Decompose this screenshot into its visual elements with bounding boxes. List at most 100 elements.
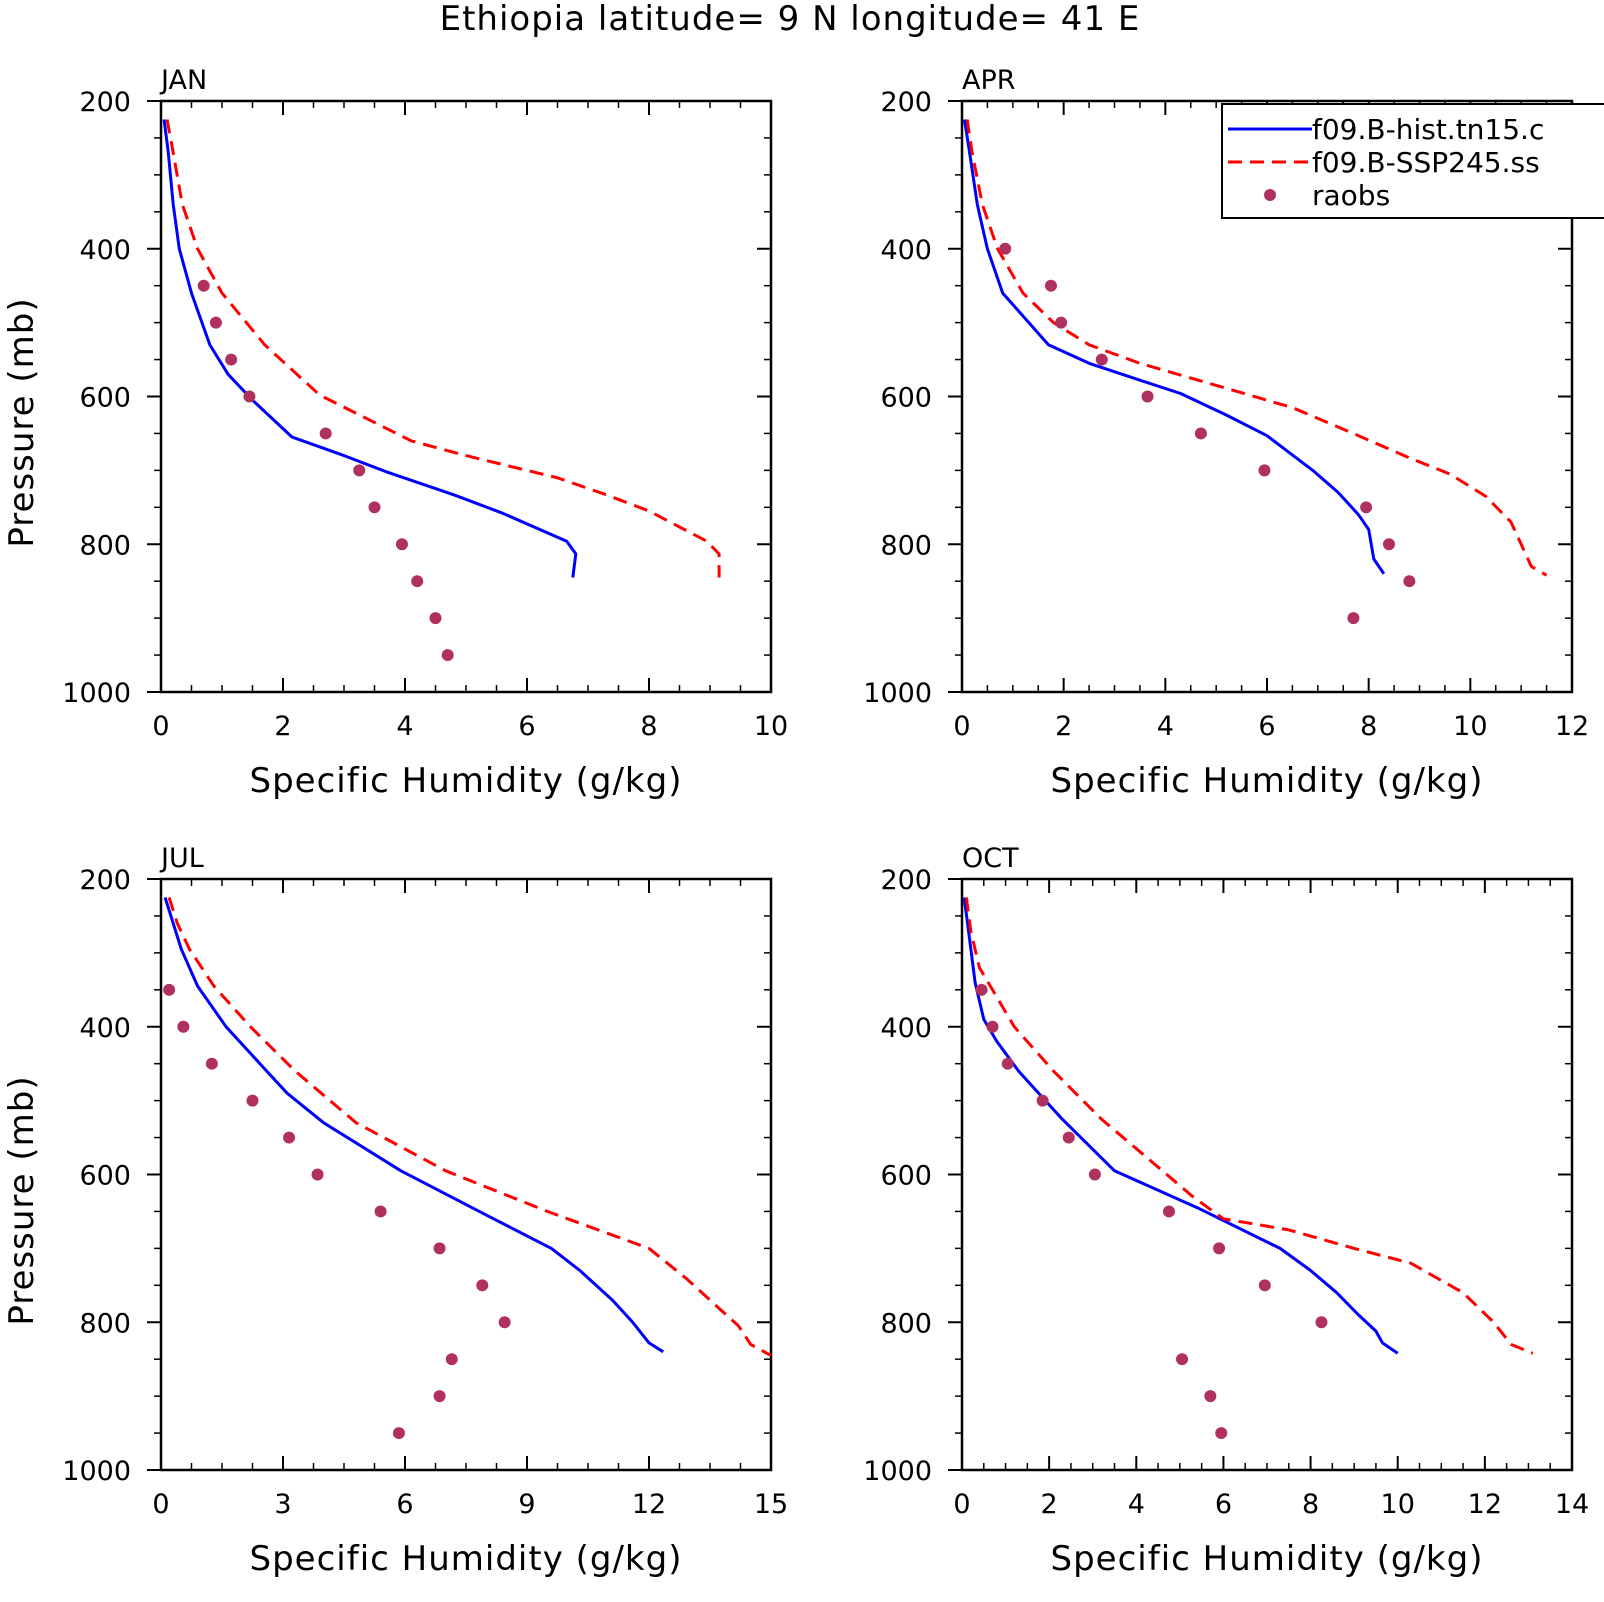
y-tick-label: 1000 xyxy=(863,678,932,709)
raobs-point xyxy=(1088,1168,1101,1181)
raobs-point xyxy=(1176,1353,1189,1366)
x-tick-label: 15 xyxy=(754,1489,788,1520)
raobs-point xyxy=(411,575,424,588)
y-tick-label: 400 xyxy=(880,235,932,266)
x-axis-label: Specific Humidity (g/kg) xyxy=(1051,761,1484,801)
y-tick-label: 400 xyxy=(79,235,131,266)
raobs-point xyxy=(353,464,366,477)
ssp245-line xyxy=(964,897,1534,1355)
panel-title: OCT xyxy=(962,843,1019,874)
y-tick-label: 200 xyxy=(79,87,131,118)
panel-title: JAN xyxy=(159,65,207,96)
y-tick-label: 400 xyxy=(79,1013,131,1044)
x-tick-label: 8 xyxy=(1360,711,1377,742)
x-tick-label: 4 xyxy=(396,711,413,742)
figure-title: Ethiopia latitude= 9 N longitude= 41 E xyxy=(440,0,1141,39)
y-tick-label: 600 xyxy=(79,383,131,414)
raobs-point xyxy=(1213,1242,1226,1255)
x-tick-label: 0 xyxy=(152,1489,169,1520)
raobs-point xyxy=(1215,1427,1228,1440)
raobs-point xyxy=(429,612,442,625)
ssp245-line xyxy=(165,119,721,578)
raobs-point xyxy=(1036,1094,1049,1107)
x-tick-label: 0 xyxy=(953,1489,970,1520)
panel-title: APR xyxy=(962,65,1016,96)
raobs-point xyxy=(1062,1131,1075,1144)
x-tick-label: 3 xyxy=(274,1489,291,1520)
y-tick-label: 200 xyxy=(880,865,932,896)
raobs-point xyxy=(441,649,454,662)
raobs-point xyxy=(368,501,381,514)
raobs-point xyxy=(433,1390,446,1403)
raobs-point xyxy=(1044,279,1057,292)
legend-label: f09.B-hist.tn15.c xyxy=(1312,113,1544,146)
raobs-point xyxy=(1162,1205,1175,1218)
raobs-point xyxy=(374,1205,387,1218)
raobs-point xyxy=(311,1168,324,1181)
raobs-point xyxy=(1258,1279,1271,1292)
raobs-point xyxy=(392,1427,405,1440)
x-tick-label: 4 xyxy=(1128,1489,1145,1520)
x-tick-label: 8 xyxy=(640,711,657,742)
raobs-point xyxy=(498,1316,511,1329)
raobs-point xyxy=(1194,427,1207,440)
x-tick-label: 9 xyxy=(518,1489,535,1520)
panel-jan: JAN 0 2 4 6 8 10 200 400 600 800 1000 Specific Humid… xyxy=(2,65,788,801)
raobs-point xyxy=(1315,1316,1328,1329)
raobs-point xyxy=(395,538,408,551)
raobs-point xyxy=(243,390,256,403)
x-axis-label: Specific Humidity (g/kg) xyxy=(250,1539,683,1579)
legend-marker xyxy=(1264,189,1276,201)
x-tick-label: 12 xyxy=(632,1489,666,1520)
raobs-point xyxy=(205,1057,218,1070)
y-tick-label: 600 xyxy=(880,383,932,414)
raobs-point xyxy=(177,1020,190,1033)
y-tick-label: 200 xyxy=(79,865,131,896)
ssp245-line xyxy=(167,897,771,1357)
raobs-point xyxy=(986,1020,999,1033)
panel-jul: JUL 0 3 6 9 12 15 200 400 600 800 1000 Specific Humi… xyxy=(2,843,788,1579)
raobs-point xyxy=(1095,353,1108,366)
y-tick-label: 800 xyxy=(79,1308,131,1339)
y-tick-label: 1000 xyxy=(62,1456,131,1487)
x-tick-label: 10 xyxy=(754,711,788,742)
raobs-point xyxy=(209,316,222,329)
legend-label: f09.B-SSP245.ss xyxy=(1312,146,1540,179)
x-tick-label: 10 xyxy=(1381,1489,1415,1520)
panel-oct: OCT 0 2 4 6 8 10 12 14 200 400 600 800 1000 Specific H… xyxy=(863,843,1589,1579)
raobs-point xyxy=(1403,575,1416,588)
raobs-point xyxy=(1347,612,1360,625)
raobs-point xyxy=(1383,538,1395,551)
raobs-point xyxy=(999,242,1012,255)
y-tick-label: 800 xyxy=(880,1308,932,1339)
plot-frame xyxy=(159,877,773,1472)
hist-line xyxy=(163,897,664,1354)
x-tick-label: 0 xyxy=(953,711,970,742)
raobs-point xyxy=(1360,501,1373,514)
raobs-point xyxy=(197,279,210,292)
x-tick-label: 2 xyxy=(1055,711,1072,742)
raobs-point xyxy=(1001,1057,1014,1070)
raobs-point xyxy=(476,1279,489,1292)
x-tick-label: 12 xyxy=(1555,711,1589,742)
raobs-point xyxy=(1204,1390,1217,1403)
y-tick-label: 800 xyxy=(880,530,932,561)
y-tick-label: 400 xyxy=(880,1013,932,1044)
panel-title: JUL xyxy=(159,843,204,874)
raobs-point xyxy=(975,983,988,996)
x-tick-label: 2 xyxy=(1041,1489,1058,1520)
hist-line xyxy=(963,119,1386,575)
hist-line xyxy=(962,897,1399,1355)
ssp245-line xyxy=(965,119,1548,577)
x-tick-label: 0 xyxy=(152,711,169,742)
raobs-point xyxy=(1055,316,1068,329)
raobs-point xyxy=(1141,390,1154,403)
x-tick-label: 6 xyxy=(1215,1489,1232,1520)
y-tick-label: 600 xyxy=(880,1161,932,1192)
legend-label: raobs xyxy=(1312,179,1390,212)
plot-frame xyxy=(960,877,1574,1472)
x-axis-label: Specific Humidity (g/kg) xyxy=(250,761,683,801)
raobs-point xyxy=(319,427,332,440)
